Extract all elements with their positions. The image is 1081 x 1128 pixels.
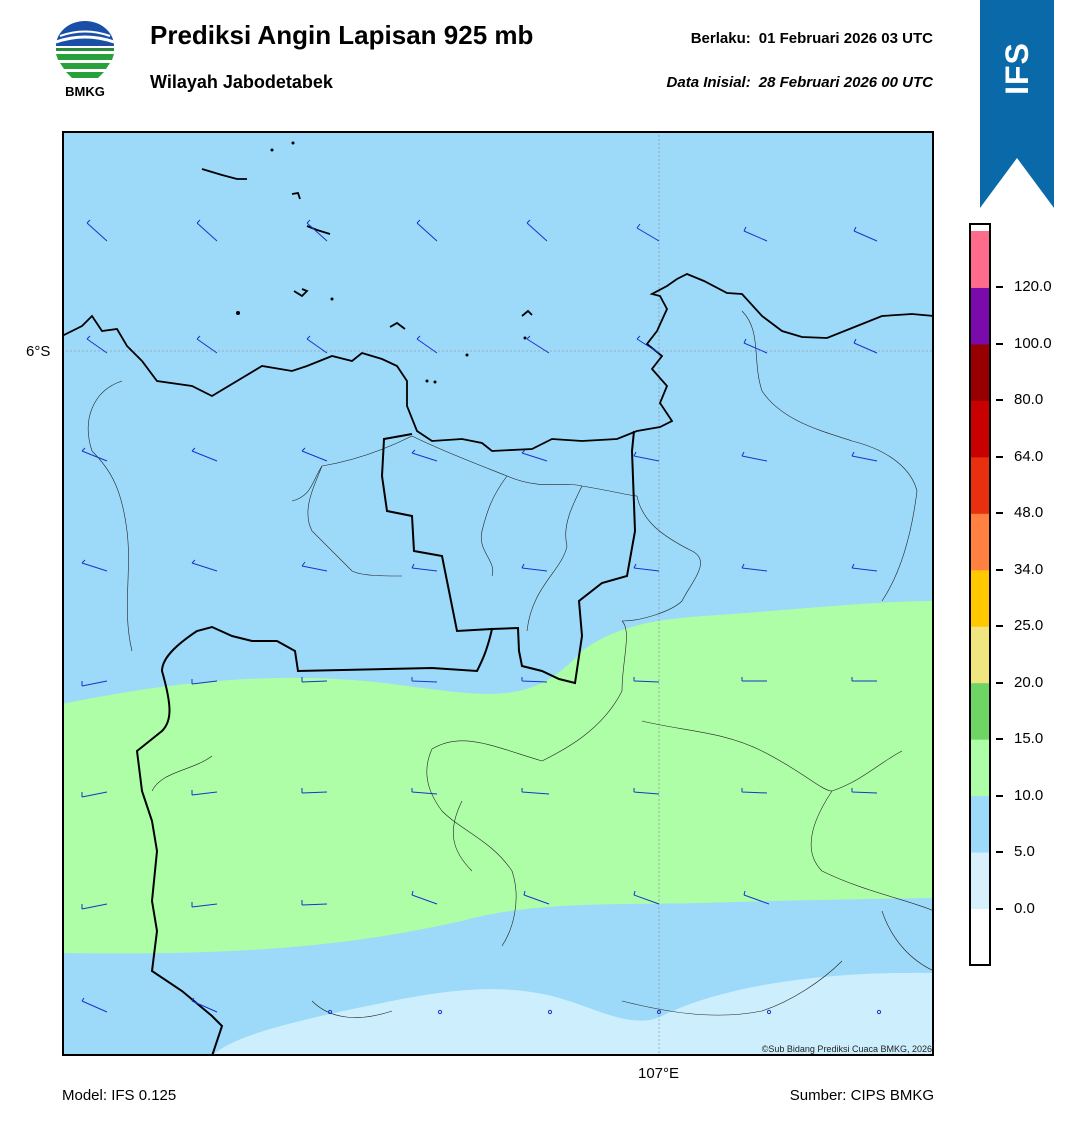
colorbar-block <box>969 795 991 853</box>
colorbar-tick-label: 5.0 <box>996 843 1035 860</box>
regency-boundaries <box>88 310 934 1018</box>
valid-time-value: 01 Februari 2026 03 UTC <box>758 30 933 47</box>
province-boundaries <box>135 430 637 1056</box>
small-islands <box>236 141 527 384</box>
colorbar-tick-label: 20.0 <box>996 674 1043 691</box>
page-subtitle: Wilayah Jabodetabek <box>150 72 333 92</box>
valid-time-label: Berlaku: <box>690 30 751 47</box>
latitude-label: 6°S <box>26 343 51 360</box>
valid-time: Berlaku: 01 Februari 2026 03 UTC <box>691 30 933 47</box>
colorbar-block <box>969 343 991 401</box>
colorbar-block <box>969 626 991 684</box>
copyright-note: ©Sub Bidang Prediksi Cuaca BMKG, 2026 <box>761 1044 932 1054</box>
colorbar-tick-label: 25.0 <box>996 617 1043 634</box>
colorbar-tick-label: 0.0 <box>996 900 1035 917</box>
longitude-label: 107°E <box>638 1065 680 1082</box>
page-title: Prediksi Angin Lapisan 925 mb <box>150 20 534 50</box>
colorbar-block <box>969 231 991 288</box>
coastline <box>62 168 934 452</box>
logo-text: BMKG <box>65 84 105 99</box>
wind-band-10-15 <box>62 601 934 954</box>
wind-map <box>62 131 934 1056</box>
model-info: Model: IFS 0.125 <box>62 1087 177 1104</box>
map-frame <box>62 131 934 1056</box>
colorbar-labels: 0.0 5.0 10.0 15.0 20.0 25.0 34.0 48.0 64.0 80.0 10… <box>996 223 1076 966</box>
ifs-banner-text: IFS <box>998 41 1035 95</box>
colorbar-block <box>969 513 991 571</box>
colorbar <box>969 223 991 966</box>
colorbar-tick-label: 100.0 <box>996 335 1052 352</box>
colorbar-block <box>969 739 991 797</box>
calm-wind-markers <box>327 1009 882 1015</box>
colorbar-tick-label: 120.0 <box>996 278 1052 295</box>
ifs-banner-label: IFS <box>980 38 1054 98</box>
colorbar-frame <box>969 223 991 966</box>
colorbar-tick-label: 48.0 <box>996 504 1043 521</box>
colorbar-block <box>969 852 991 910</box>
wind-barbs <box>81 219 878 1013</box>
source-info: Sumber: CIPS BMKG <box>789 1087 934 1104</box>
bmkg-logo-icon <box>55 21 115 78</box>
colorbar-tick-label: 80.0 <box>996 391 1043 408</box>
init-time: Data Inisial: 28 Februari 2026 00 UTC <box>667 74 933 91</box>
colorbar-tick-label: 15.0 <box>996 730 1043 747</box>
init-time-value: 28 Februari 2026 00 UTC <box>758 74 933 91</box>
colorbar-tick-label: 34.0 <box>996 561 1043 578</box>
ifs-banner <box>980 0 1054 208</box>
colorbar-block <box>969 287 991 345</box>
colorbar-tick-label: 64.0 <box>996 448 1043 465</box>
colorbar-tick-label: 10.0 <box>996 787 1043 804</box>
wind-band-0-5 <box>212 972 934 1056</box>
colorbar-block <box>969 908 991 966</box>
colorbar-block <box>969 456 991 514</box>
colorbar-block <box>969 682 991 740</box>
colorbar-block <box>969 400 991 458</box>
bmkg-logo: BMKG <box>50 18 120 102</box>
colorbar-block <box>969 569 991 627</box>
init-time-label: Data Inisial: <box>666 74 751 91</box>
